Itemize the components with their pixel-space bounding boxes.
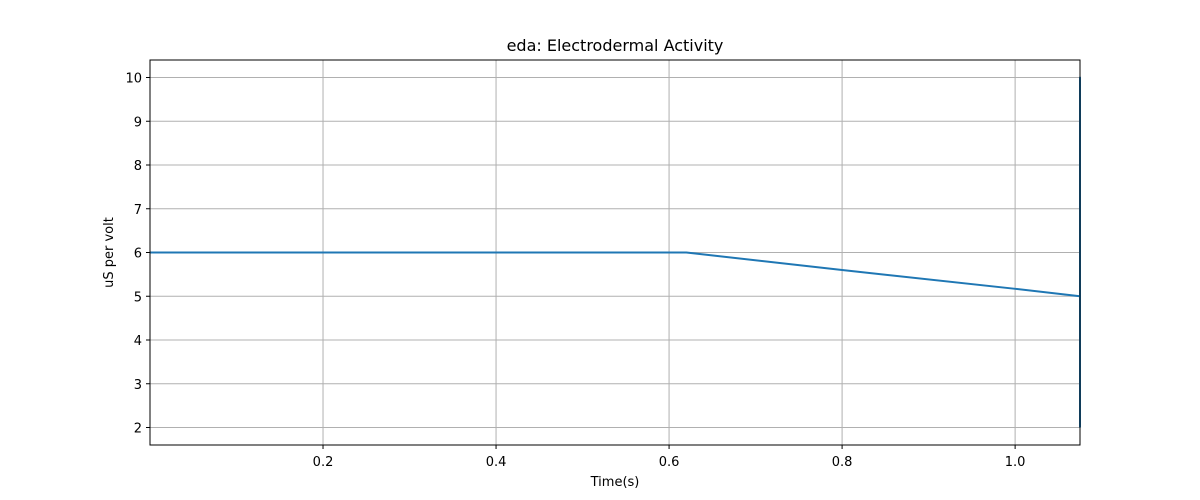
grid <box>150 60 1080 445</box>
chart-title: eda: Electrodermal Activity <box>507 36 724 55</box>
x-axis-label: Time(s) <box>590 475 640 490</box>
y-axis: 2 3 4 5 6 7 8 9 10 <box>125 72 150 437</box>
y-axis-label: uS per volt <box>102 217 117 288</box>
y-tick-label: 8 <box>134 159 142 174</box>
y-tick-label: 6 <box>134 247 142 262</box>
x-tick-label: 1.0 <box>1005 455 1026 470</box>
y-tick-label: 2 <box>134 422 142 437</box>
y-tick-label: 10 <box>125 72 142 87</box>
y-tick-label: 4 <box>134 334 142 349</box>
x-tick-label: 0.4 <box>486 455 507 470</box>
y-tick-label: 5 <box>134 290 142 305</box>
x-tick-label: 0.6 <box>659 455 680 470</box>
x-axis: 0.2 0.4 0.6 0.8 1.0 <box>313 445 1026 470</box>
x-tick-label: 0.8 <box>832 455 853 470</box>
y-tick-label: 7 <box>134 203 142 218</box>
y-tick-label: 3 <box>134 378 142 393</box>
y-tick-label: 9 <box>134 115 142 130</box>
x-tick-label: 0.2 <box>313 455 334 470</box>
